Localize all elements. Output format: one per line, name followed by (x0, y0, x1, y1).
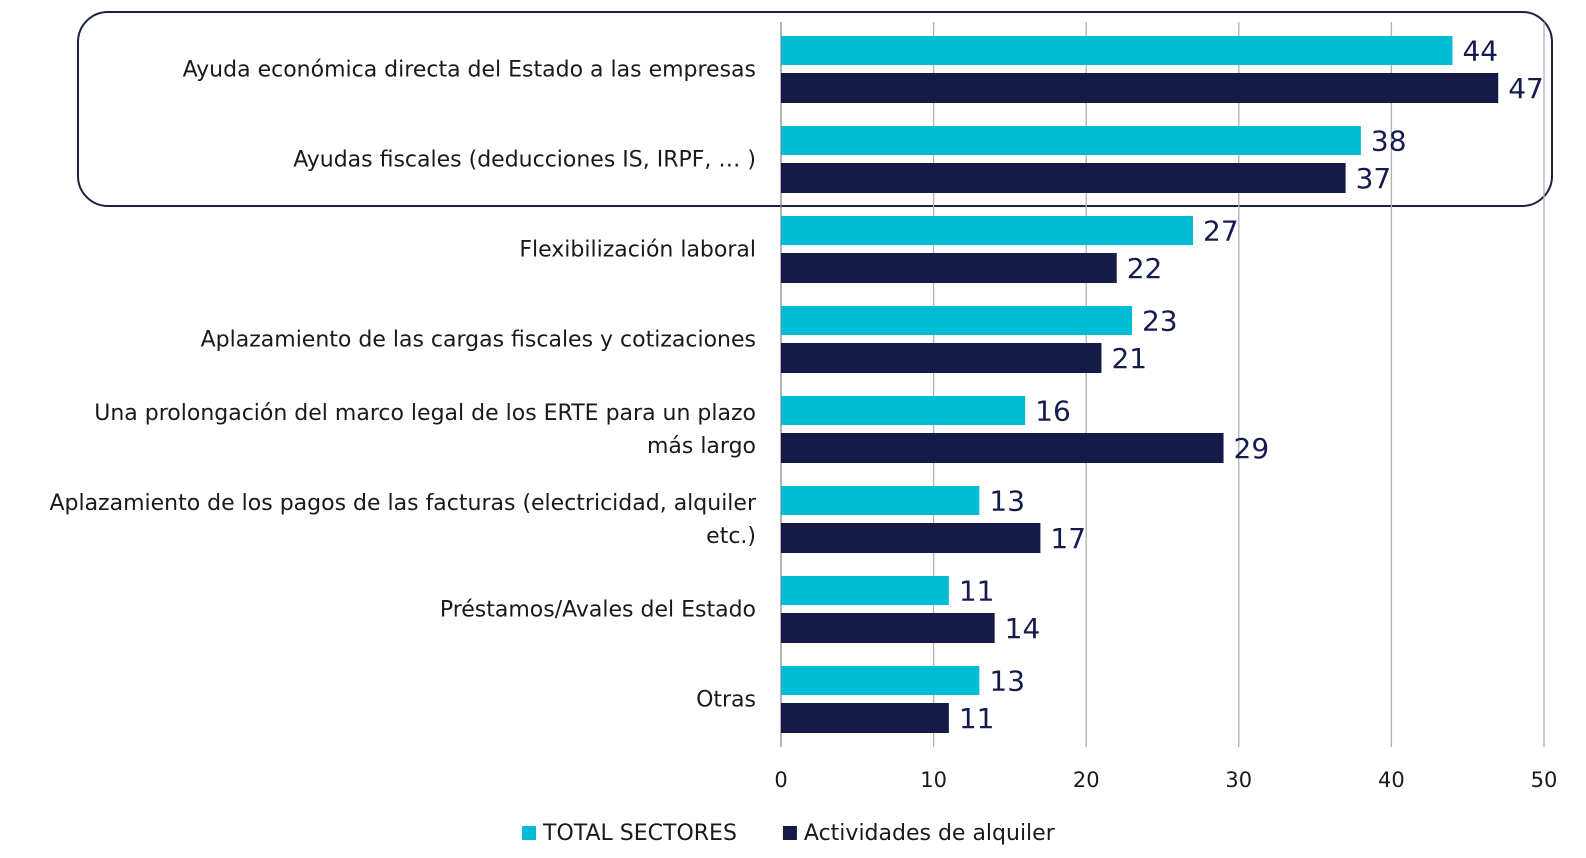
bar (781, 666, 980, 695)
bar (781, 576, 949, 605)
x-tick-label: 50 (1531, 768, 1558, 792)
data-label: 17 (1050, 522, 1086, 555)
data-label: 14 (1005, 612, 1041, 645)
highlight-box (77, 11, 1553, 207)
data-label: 21 (1111, 342, 1147, 375)
data-label: 38 (1371, 125, 1407, 158)
bar (781, 523, 1041, 553)
data-label: 27 (1203, 215, 1239, 248)
data-label: 13 (989, 485, 1025, 518)
x-tick-label: 0 (774, 768, 787, 792)
data-label: 23 (1142, 305, 1178, 338)
x-tick-label: 30 (1225, 768, 1252, 792)
data-label: 11 (959, 702, 995, 735)
bar (781, 703, 949, 733)
data-label: 11 (959, 575, 995, 608)
bar (781, 73, 1499, 103)
legend-label: TOTAL SECTORES (542, 821, 737, 846)
legend-swatch (782, 826, 797, 840)
data-label: 44 (1462, 35, 1498, 68)
data-label: 16 (1035, 395, 1071, 428)
bar (781, 126, 1361, 155)
bar (781, 163, 1346, 193)
bar (781, 396, 1026, 425)
category-label: Aplazamiento de las cargas fiscales y co… (200, 327, 756, 353)
bar (781, 613, 995, 643)
bar (781, 216, 1194, 245)
data-label: 47 (1508, 72, 1544, 105)
category-label: Préstamos/Avales del Estado (439, 597, 756, 623)
x-tick-label: 10 (920, 768, 947, 792)
category-label: Una prolongación del marco legal de los … (94, 401, 756, 459)
category-label: Ayuda económica directa del Estado a las… (182, 57, 756, 83)
data-label: 37 (1356, 162, 1392, 195)
bar (781, 486, 980, 515)
category-label: Flexibilización laboral (519, 237, 756, 263)
category-label: Otras (696, 687, 756, 713)
bar (781, 36, 1453, 65)
legend-swatch (522, 826, 536, 840)
legend-label: Actividades de alquiler (804, 821, 1056, 846)
data-label: 13 (989, 665, 1025, 698)
bar (781, 306, 1132, 335)
x-tick-label: 20 (1073, 768, 1100, 792)
category-label: Aplazamiento de los pagos de las factura… (49, 491, 756, 549)
data-label: 22 (1127, 252, 1163, 285)
category-label: Ayudas fiscales (deducciones IS, IRPF, …… (293, 147, 756, 173)
data-label: 29 (1234, 432, 1270, 465)
bar (781, 253, 1117, 283)
bar (781, 343, 1102, 373)
x-tick-label: 40 (1378, 768, 1405, 792)
bar (781, 433, 1224, 463)
